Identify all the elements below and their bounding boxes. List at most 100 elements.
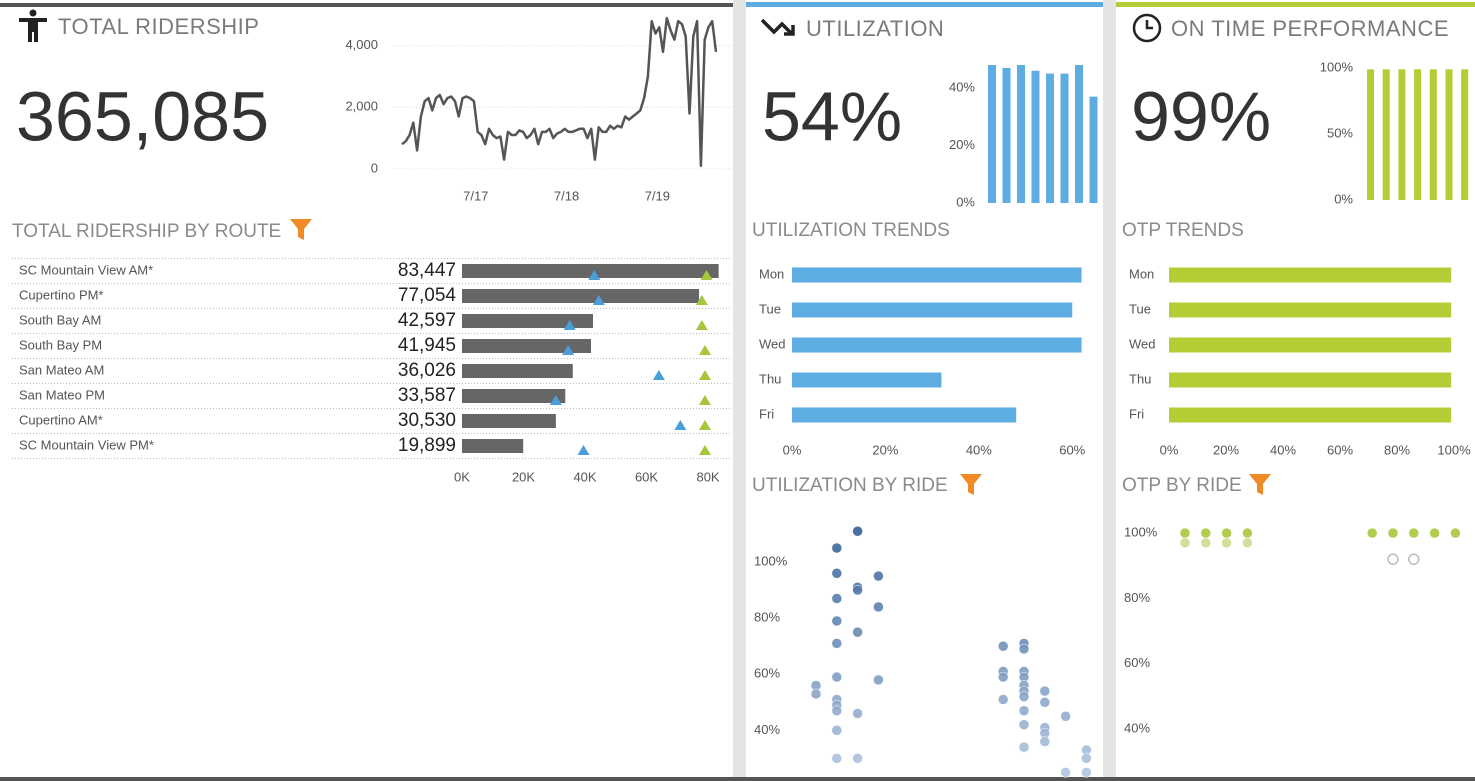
- ride-point: [831, 705, 843, 716]
- ride-point: [852, 626, 863, 638]
- ride-point: [810, 688, 822, 700]
- bar: [462, 439, 524, 453]
- ride-point: [1060, 767, 1071, 778]
- panel-bar: [0, 3, 733, 7]
- panel-title: OTP BY RIDE: [1122, 475, 1242, 496]
- x-tick-label: 20%: [1213, 442, 1239, 457]
- value-label: 77,054: [398, 285, 457, 306]
- target-marker: [588, 270, 601, 280]
- value-label: 41,945: [398, 335, 456, 356]
- bar: [1031, 70, 1040, 203]
- kpi-value: 365,085: [16, 77, 269, 155]
- ride-point: [831, 638, 843, 649]
- target-marker: [652, 370, 665, 380]
- y-tick-label: 80%: [1124, 590, 1150, 605]
- category-label: SC Mountain View AM*: [19, 262, 153, 277]
- ride-point: [1242, 537, 1253, 549]
- bar: [1398, 69, 1406, 200]
- ride-point: [852, 753, 863, 764]
- bar: [1046, 73, 1054, 203]
- trend-icon: [760, 18, 795, 36]
- y-tick-label: 40%: [1124, 720, 1150, 735]
- x-tick-label: 40%: [1270, 442, 1296, 457]
- y-tick-label: 0%: [956, 194, 975, 209]
- bar: [462, 389, 566, 403]
- target-marker: [698, 445, 711, 455]
- x-tick-label: 100%: [1437, 442, 1471, 457]
- value-label: 36,026: [398, 360, 456, 381]
- ride-point: [1081, 767, 1092, 778]
- x-tick-label: 60%: [1327, 442, 1353, 457]
- value-label: 83,447: [398, 260, 456, 281]
- ride-point: [831, 568, 843, 579]
- value-label: 30,530: [398, 410, 456, 431]
- ride-point: [831, 593, 843, 604]
- panel-title: TOTAL RIDERSHIP: [58, 14, 259, 39]
- ride-point: [1450, 527, 1461, 539]
- y-tick-label: 100%: [1124, 525, 1158, 540]
- ride-point: [1018, 643, 1030, 655]
- x-tick-label: 60%: [1059, 442, 1085, 457]
- ride-point: [1081, 753, 1092, 764]
- panel-title: TOTAL RIDERSHIP BY ROUTE: [12, 221, 281, 242]
- category-label: SC Mountain View PM*: [19, 437, 154, 452]
- ride-point: [1060, 711, 1071, 722]
- target-marker: [577, 445, 590, 455]
- target-marker: [592, 295, 605, 305]
- category-label: Wed: [759, 336, 786, 351]
- target-marker: [562, 345, 575, 355]
- y-tick-label: 80%: [754, 610, 780, 625]
- bar: [1461, 69, 1469, 200]
- x-tick-label: 80K: [696, 469, 719, 484]
- bar: [462, 264, 719, 278]
- ride-point: [997, 694, 1009, 705]
- bar: [1002, 67, 1011, 203]
- y-tick-label: 40%: [949, 79, 975, 94]
- x-tick-label: 80%: [1384, 442, 1410, 457]
- ride-point: [1018, 691, 1030, 702]
- ride-point: [852, 525, 863, 537]
- ride-point: [1242, 527, 1253, 539]
- ride-point: [831, 725, 843, 736]
- bar: [462, 289, 699, 303]
- category-label: Fri: [759, 406, 774, 421]
- target-marker: [695, 295, 708, 305]
- bar: [1169, 337, 1452, 353]
- ride-point: [873, 570, 884, 582]
- x-tick-label: 0%: [783, 442, 802, 457]
- x-tick-label: 7/18: [554, 188, 579, 203]
- ride-point: [1039, 685, 1051, 697]
- ride-point: [852, 584, 863, 596]
- ride-point: [831, 542, 843, 554]
- y-tick-label: 4,000: [345, 37, 378, 52]
- ride-point: [997, 640, 1009, 652]
- y-tick-label: 100%: [754, 554, 788, 569]
- category-label: San Mateo PM: [19, 387, 105, 402]
- ride-point: [1018, 705, 1030, 716]
- panel-bar: [1116, 2, 1475, 7]
- target-marker: [563, 320, 576, 330]
- kpi-value: 99%: [1131, 77, 1271, 155]
- bar: [1382, 69, 1390, 200]
- x-tick-label: 20%: [872, 442, 898, 457]
- bar: [1414, 69, 1422, 200]
- bar: [1429, 69, 1437, 200]
- category-label: South Bay AM: [19, 312, 101, 327]
- ride-point: [852, 708, 863, 719]
- ride-point: [1221, 537, 1232, 549]
- filter-icon[interactable]: [290, 219, 1271, 495]
- bar: [1169, 407, 1452, 423]
- ride-point: [1039, 697, 1051, 708]
- ride-point: [1039, 736, 1051, 747]
- target-marker: [695, 320, 708, 330]
- target-marker: [549, 395, 562, 405]
- bar: [1017, 65, 1025, 203]
- ride-point: [831, 671, 843, 683]
- category-label: South Bay PM: [19, 337, 102, 352]
- panel-title: OTP TRENDS: [1122, 220, 1244, 241]
- ride-point: [831, 753, 843, 764]
- person-icon: [19, 9, 47, 42]
- category-label: Fri: [1129, 406, 1144, 421]
